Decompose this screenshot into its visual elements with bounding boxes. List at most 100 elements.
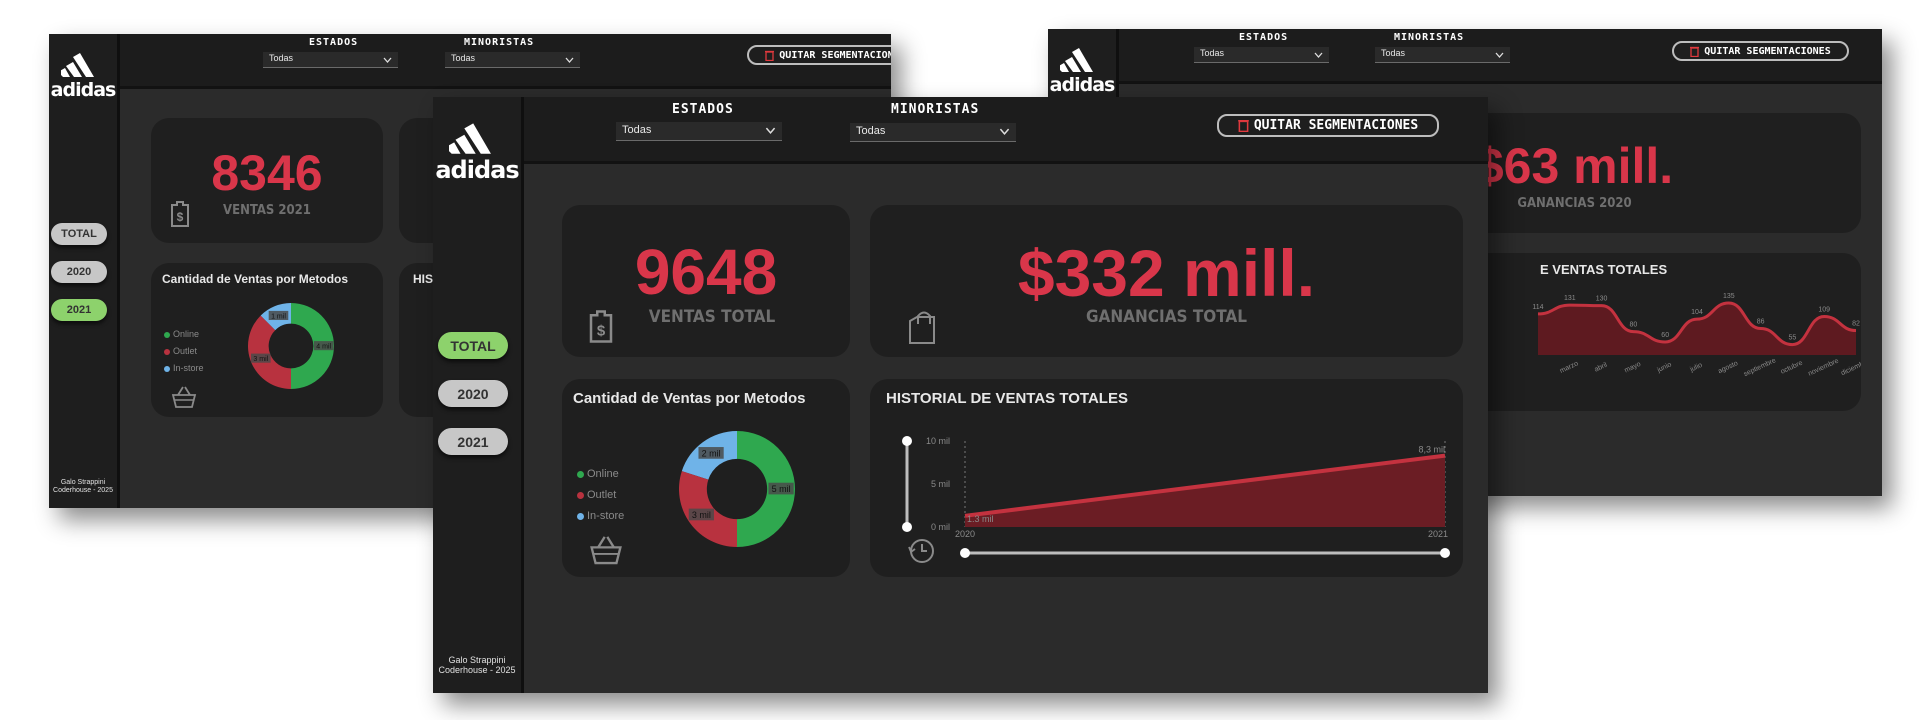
x-tick-label: 2021 (1428, 529, 1448, 539)
data-label: 104 (1691, 309, 1703, 316)
donut-label-bg (688, 508, 714, 521)
x-tick-label: diciembre (1840, 358, 1861, 377)
year-button-2020[interactable]: 2020 (438, 380, 508, 407)
kpi-ventas-label: VENTAS 2021 (223, 203, 311, 218)
metodos-legend: Online Outlet In-store (577, 464, 624, 527)
adidas-logo: adidas (1048, 43, 1116, 95)
minoristas-dropdown[interactable]: Todas (1375, 47, 1510, 63)
historial-card: HISTORIAL DE VENTAS TOTALES 10 mil 5 mil 0… (870, 379, 1463, 577)
x-tick-label: 2020 (955, 529, 975, 539)
legend-in-store: In-store (577, 506, 624, 527)
metodos-card: Cantidad de Ventas por Metodos Online Ou… (151, 263, 383, 417)
shopping-bag-icon (909, 311, 935, 344)
year-button-total[interactable]: TOTAL (438, 332, 508, 359)
receipt-dollar-icon: $ (171, 201, 189, 227)
legend-online: Online (577, 464, 624, 485)
monthly-sales-area-chart: 114 131 marzo 130 abril 80 mayo 60 junio 104 julio… (1532, 293, 1861, 378)
donut-label-bg (268, 310, 289, 321)
y-tick-label: 5 mil (931, 479, 950, 489)
metodos-title: Cantidad de Ventas por Metodos (573, 390, 806, 407)
trash-icon (1690, 46, 1700, 57)
metodos-title: Cantidad de Ventas por Metodos (162, 272, 349, 286)
adidas-logo: adidas (49, 48, 117, 100)
slider-handle[interactable] (1440, 548, 1450, 558)
donut-slice-outlet (248, 315, 291, 389)
credit: Galo Strappini Coderhouse - 2025 (438, 655, 516, 676)
data-label: 130 (1596, 296, 1608, 303)
minoristas-dropdown[interactable]: Todas (850, 123, 1016, 142)
historial-title: HISTORIAL DE VENTAS TOTALES (886, 390, 1128, 407)
y-tick-label: 0 mil (931, 522, 950, 532)
estados-dropdown[interactable]: Todas (616, 122, 782, 141)
donut-label-bg (313, 341, 334, 351)
donut-slice-online (291, 303, 334, 389)
kpi-ventas-value: 9648 (634, 236, 778, 308)
historial-title: E VENTAS TOTALES (1540, 262, 1668, 277)
year-button-2021[interactable]: 2021 (438, 428, 508, 455)
clock-icon (908, 539, 934, 563)
kpi-ventas-label: VENTAS TOTAL (648, 307, 776, 327)
donut-chart-2021: 1 mil 4 mil 3 mil (248, 303, 334, 389)
estados-dropdown[interactable]: Todas (1194, 47, 1329, 63)
basket-icon (590, 536, 622, 565)
data-label-start: 1.3 mil (967, 514, 994, 524)
receipt-dollar-icon: $ (589, 310, 613, 343)
chevron-down-icon (565, 57, 574, 63)
sidebar: adidas TOTAL 2020 2021 Galo Strappini Co… (49, 34, 120, 508)
minoristas-label: MINORISTAS (1394, 32, 1465, 43)
clear-filters-button[interactable]: QUITAR SEGMENTACIONES (1672, 41, 1849, 61)
basket-icon (171, 386, 197, 408)
legend-online: Online (164, 326, 204, 343)
sales-history-area-chart: 10 mil 5 mil 0 mil 1.3 mil 8,3 mil 2020 2021 (902, 436, 1450, 558)
minoristas-dropdown[interactable]: Todas (445, 52, 580, 68)
credit: Galo Strappini Coderhouse - 2025 (53, 479, 113, 495)
kpi-ventas-card: 8346 VENTAS 2021 $ (151, 118, 383, 243)
estados-label: ESTADOS (672, 102, 734, 117)
estados-dropdown[interactable]: Todas (263, 52, 398, 68)
series-line (964, 453, 1446, 518)
dashboard-window-total: adidas TOTAL 2020 2021 Galo Strappini Co… (433, 97, 1488, 693)
trash-icon (765, 50, 775, 61)
metodos-card: Cantidad de Ventas por Metodos Online Ou… (562, 379, 850, 577)
kpi-ganancias-value: $63 mill. (1475, 138, 1674, 194)
x-tick-label: octubre (1780, 359, 1804, 375)
data-label: 135 (1723, 293, 1735, 300)
sidebar: adidas TOTAL 2020 2021 Galo Strappini Co… (433, 97, 524, 693)
x-tick-label: agosto (1717, 360, 1739, 375)
year-button-total[interactable]: TOTAL (51, 223, 107, 245)
data-label: 131 (1564, 295, 1576, 302)
chevron-down-icon (1495, 52, 1504, 58)
donut-data-label: 2 mil (702, 448, 721, 458)
adidas-stripes-icon (58, 53, 94, 77)
minoristas-label: MINORISTAS (891, 102, 980, 117)
kpi-ganancias-value: $332 mill. (1017, 236, 1316, 310)
donut-data-label: 3 mil (692, 510, 711, 520)
donut-label-bg (251, 353, 271, 363)
filter-bar: ESTADOS Todas MINORISTAS Todas QUITAR SE… (120, 34, 891, 89)
data-label: 60 (1661, 332, 1669, 339)
x-tick-label: marzo (1559, 360, 1580, 375)
clear-filters-button[interactable]: QUITAR SEGMENTACIONES (1217, 114, 1439, 137)
donut-slice-online (737, 431, 795, 547)
filter-bar: ESTADOS Todas MINORISTAS Todas QUITAR SE… (524, 97, 1488, 164)
donut-chart-total: 2 mil 5 mil 3 mil (679, 431, 795, 547)
data-label: 82 (1852, 321, 1860, 328)
year-button-2020[interactable]: 2020 (51, 261, 107, 283)
slider-handle[interactable] (902, 436, 912, 446)
slider-handle[interactable] (960, 548, 970, 558)
slider-handle[interactable] (902, 522, 912, 532)
svg-text:$: $ (177, 210, 184, 224)
y-tick-label: 10 mil (926, 436, 950, 446)
legend-in-store: In-store (164, 360, 204, 377)
estados-label: ESTADOS (309, 37, 359, 48)
year-button-2021[interactable]: 2021 (51, 299, 107, 321)
clear-filters-button[interactable]: QUITAR SEGMENTACIONES (747, 45, 891, 65)
series-line (1537, 301, 1857, 347)
x-tick-label: abril (1593, 361, 1608, 373)
donut-data-label: 4 mil (316, 343, 331, 350)
donut-data-label: 3 mil (253, 356, 268, 363)
chevron-down-icon (1314, 52, 1323, 58)
donut-label-bg (768, 482, 794, 495)
data-label-end: 8,3 mil (1418, 445, 1445, 455)
x-tick-label: septiembre (1743, 357, 1777, 378)
